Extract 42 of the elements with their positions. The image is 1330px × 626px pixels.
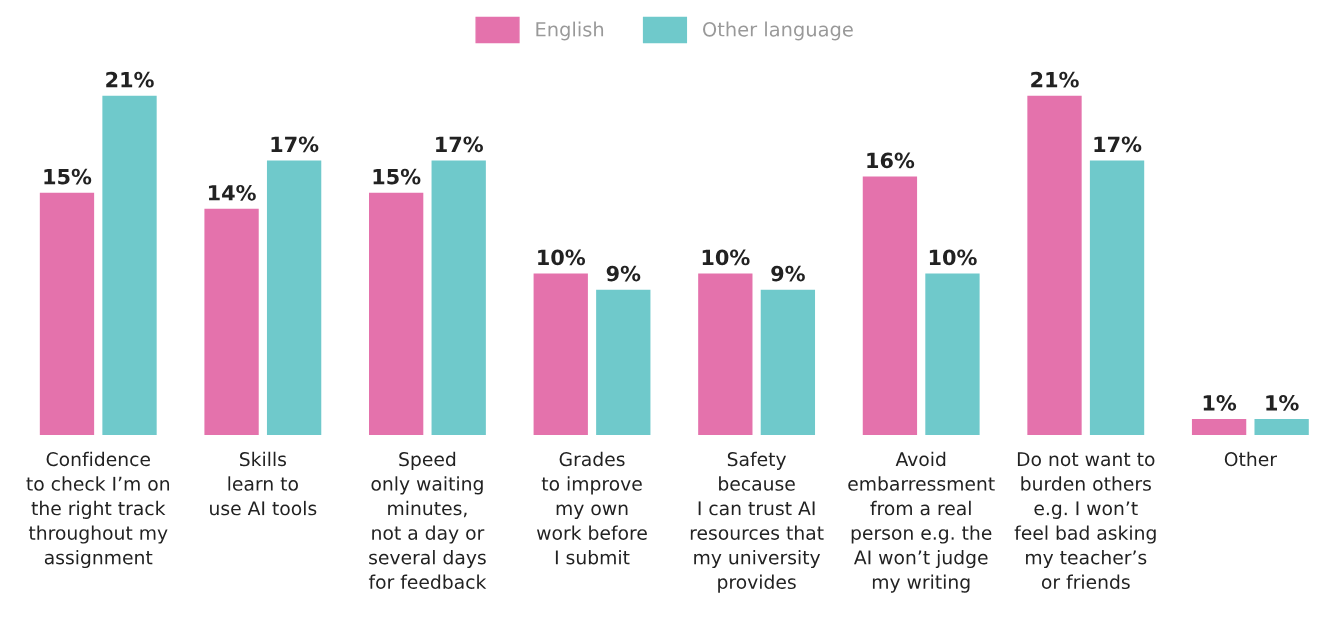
- data-label: 15%: [44, 168, 92, 185]
- x-tick-label: Skills learn to use AI tools: [210, 451, 317, 516]
- x-tick-label: Avoid embarressment from a real person e.g. the AI won’t judge my writing: [848, 451, 995, 593]
- x-tick-label: Do not want to burden others e.g. I won’t feel bad asking my teacher’s or friends: [1014, 452, 1156, 590]
- data-label: 21%: [1031, 71, 1079, 88]
- data-label: 10%: [929, 249, 977, 266]
- data-label: 16%: [867, 152, 915, 169]
- bar: [1027, 95, 1082, 436]
- data-label: 17%: [436, 136, 483, 153]
- data-label: 15%: [373, 168, 421, 185]
- x-tick-label: Other: [1224, 451, 1277, 467]
- legend-label: Other language: [703, 21, 853, 41]
- bar: [760, 289, 816, 436]
- data-label: 10%: [538, 249, 586, 266]
- bar: [369, 192, 424, 436]
- data-label: 9%: [606, 265, 641, 282]
- x-tick-label: Speed only waiting minutes, not a day or several days for feedback: [368, 451, 487, 590]
- bar: [102, 95, 157, 436]
- x-tick-label: Safety because I can trust AI resources that my university provides: [690, 451, 824, 593]
- data-label: 21%: [106, 71, 154, 88]
- data-label: 17%: [271, 136, 319, 153]
- x-tick-label: Confidence to check I’m on the right track throughout my assignment: [26, 451, 170, 569]
- data-label: 17%: [1094, 136, 1142, 153]
- bar: [925, 273, 980, 436]
- bar: [698, 273, 753, 436]
- bar: [266, 160, 322, 436]
- data-label: 10%: [702, 249, 750, 266]
- data-label: 1%: [1203, 394, 1237, 411]
- bar: [533, 273, 588, 436]
- bar: [862, 176, 918, 436]
- data-label: 9%: [771, 265, 805, 282]
- bar: [204, 208, 259, 436]
- data-label: 14%: [208, 184, 256, 201]
- bar: [1191, 418, 1247, 436]
- legend-label: English: [536, 21, 604, 41]
- x-tick-label: Grades to improve my own work before I submit: [536, 451, 647, 565]
- bar: [1254, 418, 1309, 436]
- bar: [1089, 160, 1145, 436]
- bar: [431, 160, 486, 436]
- bar: [596, 289, 651, 436]
- data-label: 1%: [1266, 394, 1299, 411]
- bar: [39, 192, 95, 436]
